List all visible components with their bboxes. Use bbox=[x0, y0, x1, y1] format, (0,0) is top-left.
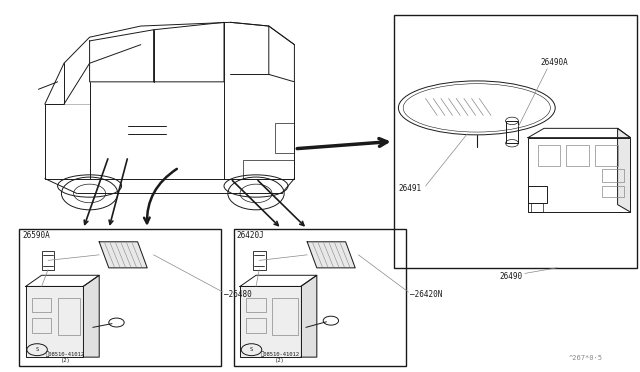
Bar bbox=[538, 145, 560, 166]
Bar bbox=[19, 229, 221, 366]
Text: 26491: 26491 bbox=[398, 184, 421, 193]
Polygon shape bbox=[83, 275, 99, 357]
Text: (2): (2) bbox=[275, 358, 285, 363]
Bar bbox=[531, 203, 543, 212]
Bar bbox=[506, 121, 518, 143]
Text: 26420J: 26420J bbox=[237, 231, 264, 240]
Bar bbox=[528, 138, 630, 212]
Bar bbox=[42, 251, 54, 270]
Bar bbox=[272, 298, 298, 335]
Text: Ⓝ08510-41012: Ⓝ08510-41012 bbox=[260, 352, 300, 357]
Bar bbox=[253, 251, 266, 270]
Text: (2): (2) bbox=[61, 358, 70, 363]
Text: 26490: 26490 bbox=[499, 272, 522, 281]
Bar bbox=[32, 298, 51, 312]
Bar bbox=[58, 298, 80, 335]
Bar bbox=[32, 318, 51, 333]
Polygon shape bbox=[240, 286, 301, 357]
Bar bbox=[602, 169, 624, 182]
Polygon shape bbox=[99, 242, 147, 268]
Polygon shape bbox=[618, 128, 630, 212]
Bar bbox=[246, 318, 266, 333]
Bar bbox=[566, 145, 589, 166]
Text: S: S bbox=[35, 347, 39, 352]
Text: 26590A: 26590A bbox=[22, 231, 50, 240]
Text: —26480: —26480 bbox=[224, 290, 252, 299]
Polygon shape bbox=[307, 242, 355, 268]
Bar bbox=[602, 186, 624, 197]
Bar bbox=[394, 15, 637, 268]
Polygon shape bbox=[26, 286, 83, 357]
Bar bbox=[275, 123, 294, 153]
Bar bbox=[528, 186, 547, 203]
Text: S: S bbox=[250, 347, 253, 352]
Polygon shape bbox=[301, 275, 317, 357]
Text: ^267*0·5: ^267*0·5 bbox=[568, 355, 602, 361]
Text: 26490A: 26490A bbox=[541, 58, 568, 67]
Bar bbox=[246, 298, 266, 312]
Bar bbox=[595, 145, 618, 166]
Text: Ⓝ08510-41012: Ⓝ08510-41012 bbox=[46, 352, 85, 357]
Text: —26420N: —26420N bbox=[410, 290, 442, 299]
Bar bbox=[234, 229, 406, 366]
Bar bbox=[243, 160, 294, 179]
